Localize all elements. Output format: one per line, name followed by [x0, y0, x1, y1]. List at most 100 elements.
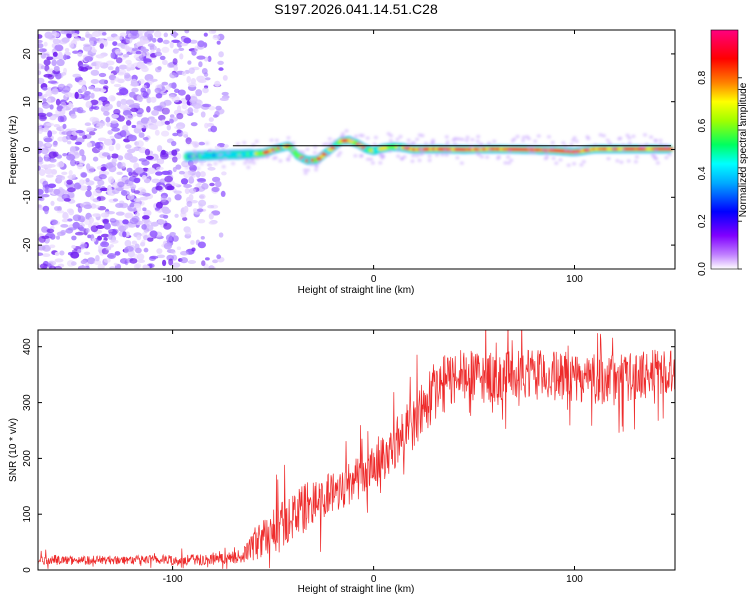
band-speckle [185, 166, 190, 170]
noise-dot [128, 171, 133, 177]
noise-dot [198, 199, 207, 207]
band-speckle [303, 168, 307, 172]
noise-dot [56, 178, 63, 183]
noise-dot [197, 178, 207, 183]
noise-dot [113, 35, 123, 41]
band-speckle [655, 161, 660, 165]
band-speckle [521, 139, 526, 143]
band-speckle [578, 147, 583, 151]
noise-dot [97, 100, 103, 106]
noise-dot [54, 44, 64, 52]
noise-dot [106, 186, 113, 194]
noise-dot [149, 230, 158, 238]
noise-dot [128, 134, 137, 142]
noise-dot [107, 233, 113, 240]
noise-dot [64, 91, 73, 98]
band-speckle [287, 154, 292, 158]
band-speckle [286, 136, 291, 140]
noise-dot [92, 156, 99, 162]
band-speckle [272, 156, 277, 160]
noise-dot [176, 41, 183, 48]
noise-dot [107, 253, 116, 259]
band-speckle [398, 135, 403, 139]
noise-dot [107, 130, 113, 135]
band-speckle [378, 161, 383, 165]
noise-dot [74, 91, 79, 99]
noise-dot [38, 263, 41, 269]
band-speckle [402, 155, 407, 159]
noise-dot [122, 231, 127, 238]
noise-dot [208, 117, 214, 122]
band-speckle [545, 148, 550, 152]
band-speckle [564, 148, 569, 152]
noise-dot [112, 198, 119, 202]
noise-dot [77, 248, 82, 254]
noise-dot [57, 115, 65, 123]
noise-dot [134, 211, 140, 217]
noise-dot [140, 117, 150, 125]
noise-dot [174, 194, 182, 201]
noise-dot [190, 78, 196, 85]
noise-dot [42, 86, 48, 91]
band-speckle [460, 137, 465, 142]
noise-dot [92, 213, 101, 218]
band-speckle [427, 154, 432, 158]
noise-dot [198, 79, 207, 84]
noise-dot [88, 131, 96, 136]
noise-dot [102, 85, 109, 90]
noise-dot [159, 55, 166, 61]
noise-dot [218, 232, 224, 238]
noise-dot [109, 239, 119, 244]
noise-dot [111, 188, 120, 194]
noise-dot [101, 32, 107, 36]
noise-dot [61, 218, 69, 223]
noise-dot [155, 185, 163, 191]
band-speckle [286, 157, 291, 161]
band-speckle [336, 153, 341, 158]
band-speckle [199, 151, 204, 155]
band-speckle [573, 151, 578, 155]
noise-dot [107, 66, 114, 71]
noise-dot [126, 194, 135, 200]
noise-dot [70, 159, 77, 167]
noise-dot [78, 207, 83, 213]
noise-dot [221, 171, 227, 176]
noise-dot [142, 265, 150, 269]
noise-dot [169, 232, 176, 236]
noise-dot [95, 255, 100, 262]
noise-dot [190, 141, 197, 145]
noise-dot [90, 69, 100, 76]
noise-dot [188, 67, 195, 74]
noise-dot [120, 189, 128, 196]
noise-dot [42, 103, 51, 109]
noise-dot [47, 97, 52, 104]
snr-plot-area [38, 330, 675, 570]
spectrogram-x-label: Height of straight line (km) [298, 285, 415, 296]
noise-dot [113, 83, 122, 88]
noise-dot [157, 37, 164, 43]
noise-dot [54, 258, 64, 263]
noise-dot [45, 142, 52, 147]
noise-dot [84, 122, 92, 126]
band-speckle [464, 139, 469, 143]
band-speckle [266, 154, 271, 158]
noise-dot [204, 77, 211, 81]
noise-dot [42, 180, 49, 188]
noise-dot [73, 182, 82, 190]
band-speckle [619, 160, 624, 164]
noise-dot [44, 157, 50, 162]
noise-dot [150, 118, 158, 124]
band-speckle [652, 156, 657, 160]
band-speckle [633, 160, 638, 164]
noise-dot [46, 56, 54, 61]
noise-dot [208, 30, 217, 34]
noise-dot [78, 265, 87, 269]
noise-dot [176, 112, 184, 120]
noise-dot [216, 40, 221, 45]
noise-dot [214, 80, 221, 87]
band-speckle [388, 149, 392, 153]
noise-dot [156, 166, 164, 171]
band-speckle [303, 171, 308, 175]
band-speckle [349, 138, 354, 142]
noise-dot [109, 244, 114, 248]
